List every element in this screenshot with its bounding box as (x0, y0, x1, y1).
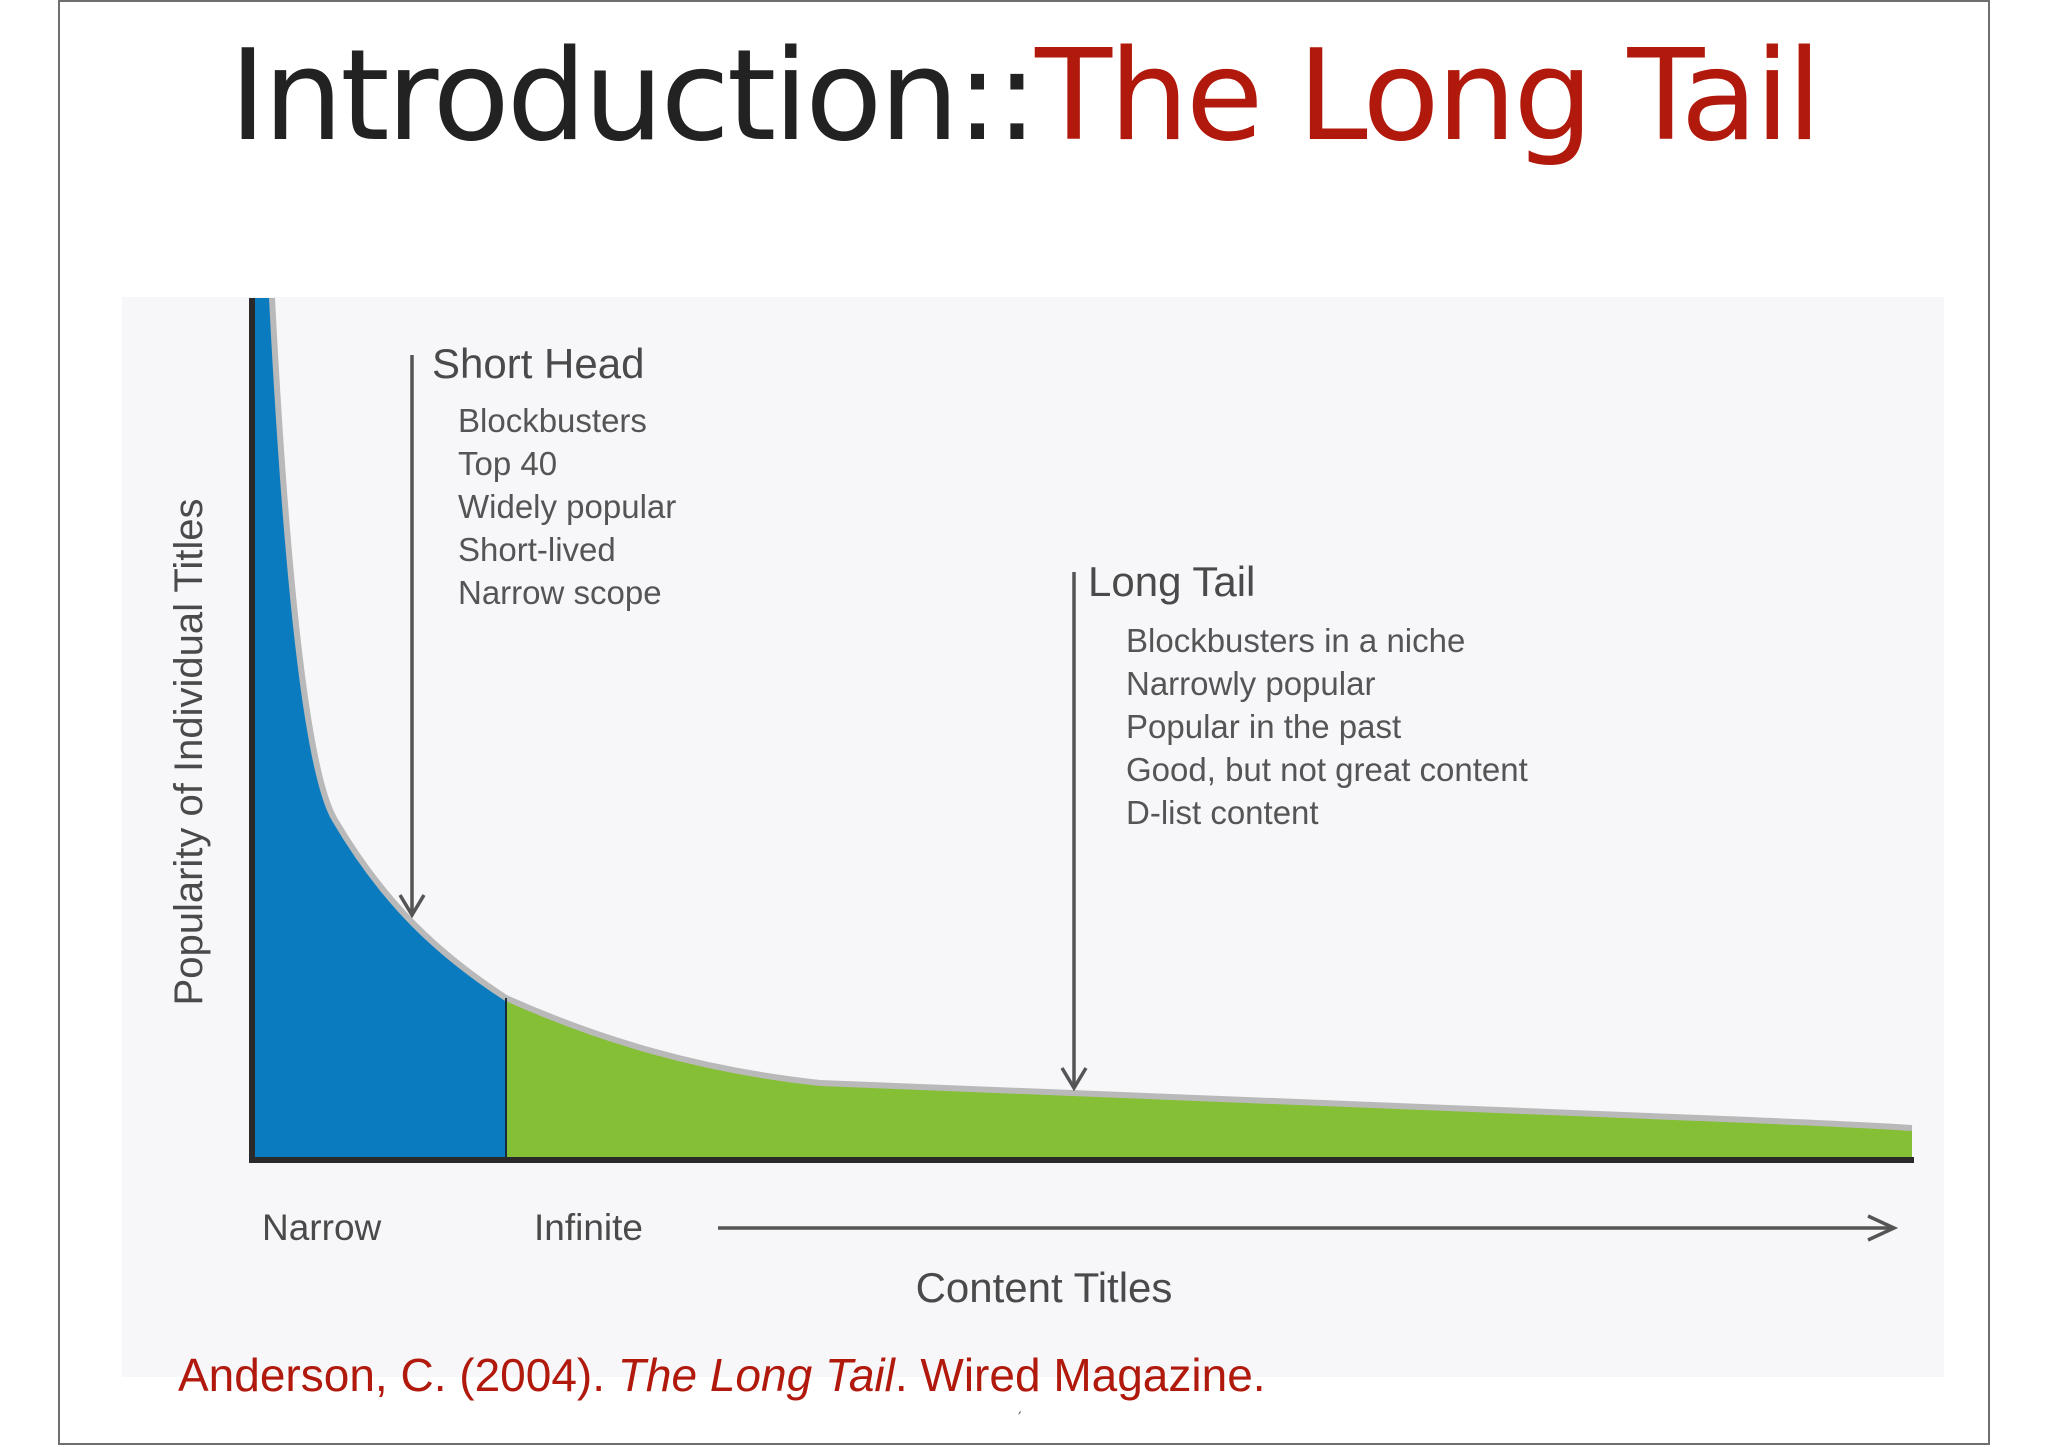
citation: Anderson, C. (2004). The Long Tail. Wire… (178, 1348, 1266, 1402)
long-tail-area (506, 998, 1912, 1160)
content-titles-arrowhead (1867, 1214, 1899, 1242)
long-tail-item: Blockbusters in a niche (1126, 622, 1465, 659)
title-accent: The Long Tail (1035, 22, 1822, 169)
title-lead: Introduction:: (229, 22, 1038, 169)
long-tail-arrowhead (1060, 1067, 1088, 1092)
long-tail-item: Good, but not great content (1126, 751, 1528, 788)
long-tail-heading: Long Tail (1088, 558, 1255, 605)
long-tail-list: Blockbusters in a niche Narrowly popular… (1126, 622, 1528, 831)
short-head-heading: Short Head (432, 340, 644, 387)
slide-title: Introduction::The Long Tail (0, 20, 2048, 171)
short-head-item: Narrow scope (458, 574, 662, 611)
short-head-arrowhead (398, 894, 426, 919)
chart-panel (122, 297, 1944, 1377)
x-left-label: Narrow (262, 1207, 382, 1248)
short-head-item: Top 40 (458, 445, 557, 482)
citation-author: Anderson, C. (2004). (178, 1349, 618, 1401)
short-head-item: Short-lived (458, 531, 616, 568)
long-tail-item: D-list content (1126, 794, 1319, 831)
short-head-list: Blockbusters Top 40 Widely popular Short… (458, 402, 676, 611)
y-axis-label: Popularity of Individual Titles (167, 499, 211, 1006)
demand-curve (269, 297, 1913, 1131)
short-head-item: Blockbusters (458, 402, 647, 439)
citation-rest: . Wired Magazine. (894, 1349, 1266, 1401)
long-tail-item: Narrowly popular (1126, 665, 1375, 702)
short-head-item: Widely popular (458, 488, 676, 525)
long-tail-item: Popular in the past (1126, 708, 1401, 745)
x-axis-label: Content Titles (916, 1264, 1173, 1311)
citation-work: The Long Tail (617, 1349, 895, 1401)
short-head-area (252, 298, 506, 1160)
x-right-label: Infinite (534, 1207, 643, 1248)
page-mark: ′ (1018, 1408, 1022, 1427)
